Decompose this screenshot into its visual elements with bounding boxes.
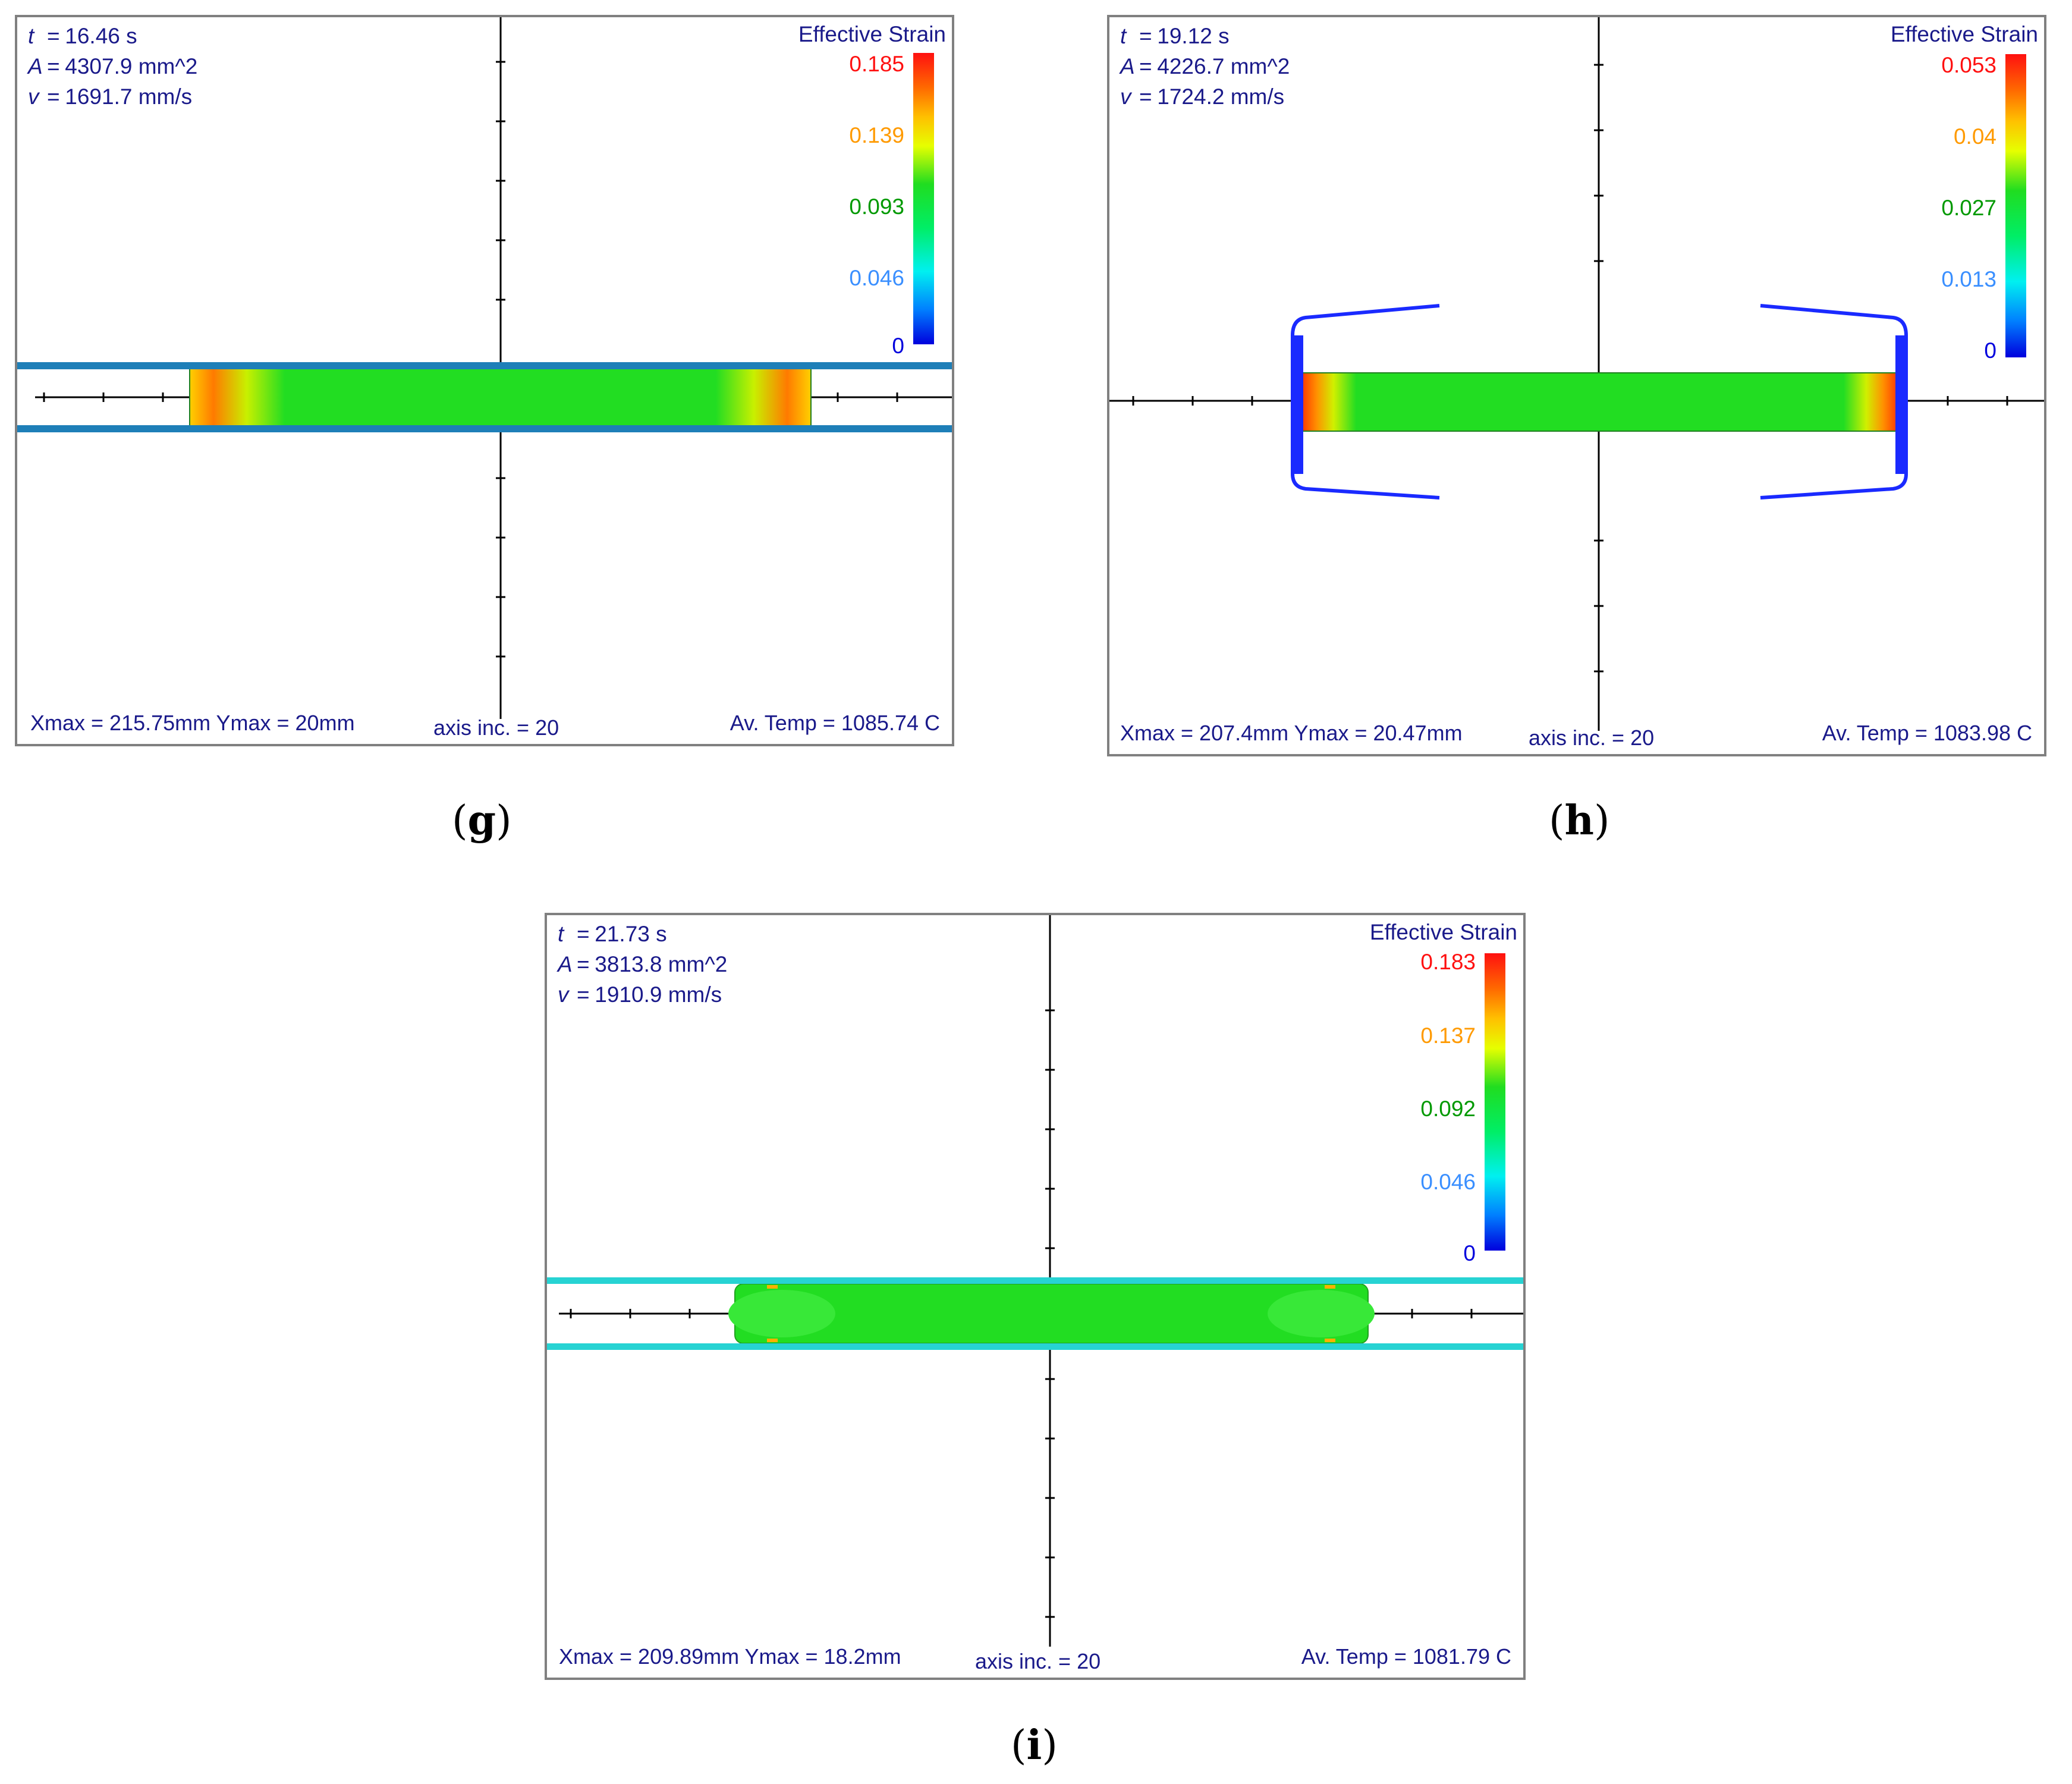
legend-colorbar-h <box>2005 54 2026 357</box>
area-row-h: A = 4226.7 mm^2 <box>1120 54 1290 78</box>
velocity-value: 1910.9 mm/s <box>595 982 722 1007</box>
legend-tick: 0.046 <box>849 266 904 290</box>
time-row-i: t = 21.73 s <box>558 922 667 946</box>
legend-tick: 0.137 <box>1420 1023 1476 1048</box>
legend-tick: 0.027 <box>1941 196 1996 220</box>
time-value: 19.12 s <box>1157 24 1230 48</box>
workpiece-end-left-h <box>1300 373 1356 431</box>
area-value: 4226.7 mm^2 <box>1157 54 1290 78</box>
footer-temp-h: Av. Temp = 1083.98 C <box>1822 721 2032 745</box>
legend-tick-max: 0.185 <box>849 52 904 76</box>
footer-axis-g: axis inc. = 20 <box>433 715 559 740</box>
caption-h: (h) <box>1549 797 1610 844</box>
simulation-panel-i: t = 21.73 s A = 3813.8 mm^2 v = 1910.9 mm/s… <box>545 913 1526 1680</box>
workpiece-g <box>190 368 811 426</box>
info-block-g: t = 16.46 s A = 4307.9 mm^2 v = 1691.7 mm/s <box>28 21 197 112</box>
time-value: 21.73 s <box>595 922 667 946</box>
legend-tick: 0.093 <box>849 194 904 219</box>
legend-tick-min: 0 <box>1984 338 1996 363</box>
velocity-value: 1691.7 mm/s <box>65 84 193 109</box>
velocity-row-g: v = 1691.7 mm/s <box>28 84 193 109</box>
area-row-i: A = 3813.8 mm^2 <box>558 952 728 976</box>
lower-die-g <box>17 425 952 432</box>
footer-temp-g: Av. Temp = 1085.74 C <box>730 711 940 735</box>
time-row-h: t = 19.12 s <box>1120 24 1230 48</box>
legend-tick-max: 0.053 <box>1941 53 1996 77</box>
workpiece-end-right-g <box>716 368 811 426</box>
simulation-panel-g: t = 16.46 s A = 4307.9 mm^2 v = 1691.7 mm/s… <box>15 15 954 746</box>
upper-die-i <box>547 1277 1523 1284</box>
area-row-g: A = 4307.9 mm^2 <box>28 54 198 78</box>
velocity-row-i: v = 1910.9 mm/s <box>558 982 722 1007</box>
bracket-die-right-h <box>1760 304 1908 500</box>
legend-tick-min: 0 <box>1463 1241 1476 1265</box>
footer-temp-i: Av. Temp = 1081.79 C <box>1301 1644 1511 1669</box>
legend-title-h: Effective Strain <box>1890 22 2038 46</box>
footer-max-g: Xmax = 215.75mm Ymax = 20mm <box>30 711 355 735</box>
velocity-row-h: v = 1724.2 mm/s <box>1120 84 1285 109</box>
axis-ticks-g <box>43 61 898 658</box>
mesh-plot-g <box>17 17 952 719</box>
legend-title-i: Effective Strain <box>1369 920 1517 944</box>
legend-colorbar-i <box>1485 953 1505 1251</box>
time-row-g: t = 16.46 s <box>28 24 137 48</box>
legend-tick-min: 0 <box>892 334 904 358</box>
legend-tick: 0.04 <box>1953 124 1996 149</box>
area-value: 3813.8 mm^2 <box>595 952 728 976</box>
workpiece-end-right-i <box>1268 1290 1375 1337</box>
strain-spots-i <box>767 1285 1335 1342</box>
caption-i: (i) <box>1011 1722 1058 1769</box>
mesh-plot-h <box>1109 17 2044 731</box>
workpiece-end-left-i <box>728 1290 835 1337</box>
legend-title-g: Effective Strain <box>798 22 946 46</box>
lower-die-i <box>547 1343 1523 1350</box>
info-block-h: t = 19.12 s A = 4226.7 mm^2 v = 1724.2 mm/s <box>1120 21 1290 112</box>
time-value: 16.46 s <box>65 24 137 48</box>
simulation-panel-h: t = 19.12 s A = 4226.7 mm^2 v = 1724.2 mm/s… <box>1107 15 2046 756</box>
area-value: 4307.9 mm^2 <box>65 54 198 78</box>
footer-max-h: Xmax = 207.4mm Ymax = 20.47mm <box>1120 721 1463 745</box>
caption-g: (g) <box>452 797 512 844</box>
workpiece-end-left-g <box>190 368 285 426</box>
velocity-value: 1724.2 mm/s <box>1157 84 1285 109</box>
footer-axis-h: axis inc. = 20 <box>1529 725 1655 750</box>
legend-colorbar-g <box>913 53 934 344</box>
bracket-die-left-h <box>1291 304 1440 500</box>
legend-tick-max: 0.183 <box>1420 950 1476 974</box>
legend-tick: 0.092 <box>1420 1097 1476 1121</box>
legend-tick: 0.013 <box>1941 267 1996 291</box>
axis-ticks-i <box>570 1009 1473 1618</box>
mesh-plot-i <box>547 915 1523 1647</box>
legend-tick: 0.139 <box>849 123 904 147</box>
workpiece-end-right-h <box>1844 373 1900 431</box>
axis-ticks-h <box>1132 64 2008 673</box>
upper-die-g <box>17 362 952 369</box>
info-block-i: t = 21.73 s A = 3813.8 mm^2 v = 1910.9 mm/s <box>558 919 727 1010</box>
footer-axis-i: axis inc. = 20 <box>975 1649 1101 1673</box>
legend-tick: 0.046 <box>1420 1170 1476 1194</box>
footer-max-i: Xmax = 209.89mm Ymax = 18.2mm <box>559 1644 901 1669</box>
workpiece-h <box>1300 373 1900 431</box>
